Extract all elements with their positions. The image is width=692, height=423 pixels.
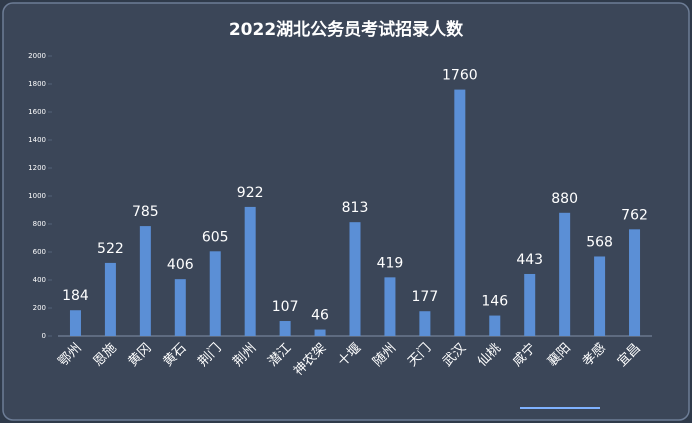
data-label: 443 <box>516 252 543 268</box>
bar <box>454 89 466 336</box>
bar <box>559 212 571 336</box>
bar <box>244 206 256 336</box>
bar <box>104 262 116 336</box>
y-tick-label: 0 <box>42 332 46 340</box>
bar <box>279 321 291 336</box>
y-tick-label: 2000 <box>28 52 46 60</box>
bar <box>314 329 326 336</box>
y-tick-label: 1600 <box>28 108 46 116</box>
bar <box>174 279 186 336</box>
data-label: 107 <box>272 299 299 315</box>
bar <box>594 256 606 336</box>
data-label: 813 <box>342 200 369 216</box>
bar <box>419 311 431 336</box>
data-label: 880 <box>551 191 578 207</box>
data-label: 406 <box>167 257 194 273</box>
data-label: 785 <box>132 204 159 220</box>
bar <box>139 226 151 336</box>
data-label: 419 <box>377 255 404 271</box>
bar <box>69 310 81 336</box>
data-label: 522 <box>97 241 124 257</box>
data-label: 177 <box>412 289 439 305</box>
data-label: 762 <box>621 207 648 223</box>
bar <box>209 251 221 336</box>
y-tick-label: 1800 <box>28 80 46 88</box>
y-tick-label: 1000 <box>28 192 46 200</box>
data-label: 146 <box>481 294 508 310</box>
bar <box>489 315 501 336</box>
y-tick-label: 1400 <box>28 136 46 144</box>
y-tick-label: 400 <box>33 276 46 284</box>
data-label: 184 <box>62 288 89 304</box>
bar <box>629 229 641 336</box>
bar <box>384 277 396 336</box>
chart-title: 2022湖北公务员考试招录人数 <box>229 19 464 40</box>
data-label: 568 <box>586 234 613 250</box>
bar <box>349 222 361 336</box>
y-tick-label: 1200 <box>28 164 46 172</box>
data-label: 1760 <box>442 68 478 84</box>
data-label: 46 <box>311 308 329 324</box>
bar <box>524 273 536 336</box>
y-tick-label: 200 <box>33 304 46 312</box>
data-label: 605 <box>202 229 229 245</box>
y-tick-label: 600 <box>33 248 46 256</box>
y-tick-label: 800 <box>33 220 46 228</box>
data-label: 922 <box>237 185 264 201</box>
